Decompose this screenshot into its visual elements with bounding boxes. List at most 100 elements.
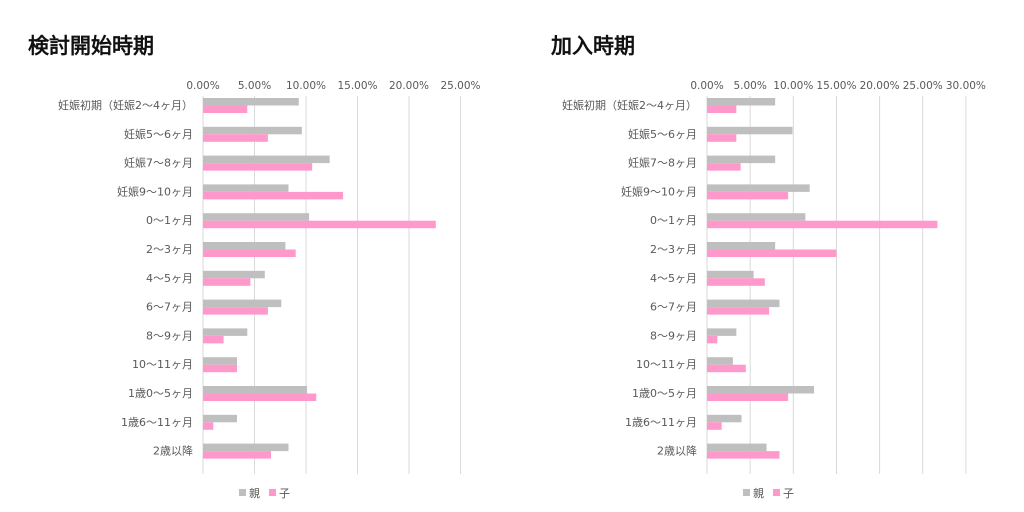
bar-parent xyxy=(203,126,302,135)
category-label: 2歳以降 xyxy=(153,444,193,458)
category-label: 妊娠5〜6ヶ月 xyxy=(628,127,697,141)
legend-swatch-child xyxy=(773,489,780,496)
x-tick-label: 10.00% xyxy=(773,80,813,92)
bar-parent xyxy=(707,126,793,135)
legend-swatch-child xyxy=(269,489,276,496)
category-label: 6〜7ヶ月 xyxy=(146,301,193,314)
chart-title-start: 検討開始時期 xyxy=(28,34,154,58)
bar-parent xyxy=(203,242,286,250)
category-label: 2歳以降 xyxy=(657,444,697,458)
category-label: 妊娠9〜10ヶ月 xyxy=(621,184,697,198)
bar-parent xyxy=(707,242,776,250)
bar-child xyxy=(707,191,789,200)
legend-swatch-parent xyxy=(743,489,750,496)
bar-child xyxy=(203,393,317,401)
bar-parent xyxy=(707,328,737,336)
x-tick-label: 20.00% xyxy=(860,80,900,92)
x-tick-label: 25.00% xyxy=(440,80,480,92)
bar-child xyxy=(203,163,313,171)
category-label: 4〜5ヶ月 xyxy=(146,272,193,285)
legend-label-child: 子 xyxy=(279,487,290,500)
x-tick-label: 15.00% xyxy=(337,80,377,92)
x-tick-label: 10.00% xyxy=(286,80,326,92)
bar-child xyxy=(203,451,271,459)
category-label: 10〜11ヶ月 xyxy=(636,358,697,371)
bar-parent xyxy=(707,357,733,365)
legend-label-child: 子 xyxy=(783,487,794,500)
category-label: 妊娠9〜10ヶ月 xyxy=(117,184,193,198)
bar-child xyxy=(707,451,780,459)
bar-child xyxy=(203,307,268,315)
chart-enroll-timing: 0.00% 5.00% 10.00% 15.00% 20.00% 25.00% 30.00%… xyxy=(562,80,986,500)
x-tick-label: 15.00% xyxy=(816,80,856,92)
bar-parent xyxy=(203,270,265,279)
bar-child xyxy=(203,422,214,430)
category-label: 10〜11ヶ月 xyxy=(132,358,193,371)
bar-child xyxy=(203,191,344,200)
bar-parent xyxy=(203,414,237,423)
category-label: 4〜5ヶ月 xyxy=(650,272,697,285)
bar-parent xyxy=(203,184,289,192)
category-label: 妊娠初期（妊娠2〜4ヶ月） xyxy=(562,98,697,112)
category-label: 妊娠7〜8ヶ月 xyxy=(628,156,697,170)
bar-parent xyxy=(203,155,330,164)
bar-child xyxy=(707,220,938,229)
category-label: 8〜9ヶ月 xyxy=(146,329,193,342)
bar-parent xyxy=(203,328,248,336)
bar-parent xyxy=(707,270,754,279)
bar-parent xyxy=(707,414,742,423)
category-label: 1歳0〜5ヶ月 xyxy=(128,387,193,400)
bar-child xyxy=(203,364,237,373)
bar-child xyxy=(707,393,789,401)
category-label: 0〜1ヶ月 xyxy=(650,214,697,227)
legend-label-parent: 親 xyxy=(753,487,764,500)
bar-child xyxy=(707,134,737,142)
bar-parent xyxy=(203,98,299,106)
category-label: 妊娠5〜6ヶ月 xyxy=(124,127,193,141)
bar-parent xyxy=(203,213,310,221)
bar-parent xyxy=(203,299,282,308)
x-tick-label: 5.00% xyxy=(238,80,271,92)
legend-swatch-parent xyxy=(239,489,246,496)
category-label: 0〜1ヶ月 xyxy=(146,214,193,227)
category-label: 1歳6〜11ヶ月 xyxy=(121,416,193,429)
bar-parent xyxy=(203,386,308,394)
bar-child xyxy=(707,278,765,286)
category-label: 2〜3ヶ月 xyxy=(650,243,697,256)
x-tick-label: 0.00% xyxy=(186,80,219,92)
category-label: 妊娠7〜8ヶ月 xyxy=(124,156,193,170)
x-tick-label: 30.00% xyxy=(946,80,986,92)
bar-child xyxy=(707,307,770,315)
legend-label-parent: 親 xyxy=(249,487,260,500)
category-label: 6〜7ヶ月 xyxy=(650,301,697,314)
bar-child xyxy=(707,335,718,344)
bar-child xyxy=(203,220,436,229)
bar-child xyxy=(707,249,837,257)
bar-parent xyxy=(203,357,237,365)
chart-title-enroll: 加入時期 xyxy=(551,34,635,58)
bar-child xyxy=(203,335,224,344)
bar-parent xyxy=(707,155,776,164)
bar-parent xyxy=(707,299,780,308)
bar-child xyxy=(707,422,722,430)
bar-parent xyxy=(707,184,810,192)
category-label: 2〜3ヶ月 xyxy=(146,243,193,256)
category-label: 1歳6〜11ヶ月 xyxy=(625,416,697,429)
x-tick-label: 5.00% xyxy=(733,80,766,92)
bar-parent xyxy=(707,386,815,394)
category-label: 1歳0〜5ヶ月 xyxy=(632,387,697,400)
x-tick-label: 0.00% xyxy=(690,80,723,92)
bar-child xyxy=(203,105,248,113)
chart-start-timing: 0.00% 5.00% 10.00% 15.00% 20.00% 25.00% 妊娠初期（妊… xyxy=(58,80,481,500)
bar-child xyxy=(707,105,737,113)
bar-child xyxy=(203,134,268,142)
bar-parent xyxy=(707,98,776,106)
bar-child xyxy=(203,278,251,286)
category-label: 妊娠初期（妊娠2〜4ヶ月） xyxy=(58,98,193,112)
x-tick-label: 25.00% xyxy=(903,80,943,92)
bar-child xyxy=(707,163,741,171)
bar-parent xyxy=(203,443,289,452)
category-label: 8〜9ヶ月 xyxy=(650,329,697,342)
x-tick-label: 20.00% xyxy=(389,80,429,92)
bar-child xyxy=(203,249,296,257)
